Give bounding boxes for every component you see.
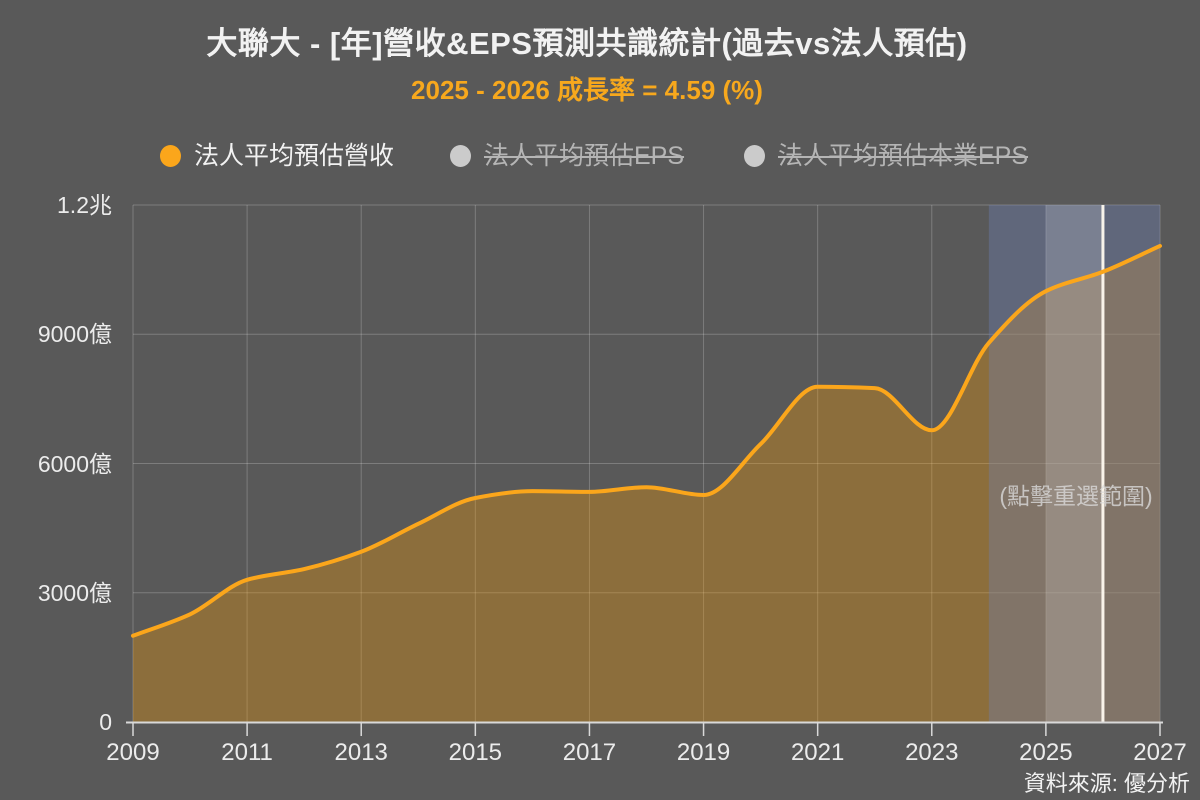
data-source-caption: 資料來源: 優分析 bbox=[1023, 771, 1190, 796]
series-line-group bbox=[131, 243, 1162, 638]
revenue-line bbox=[131, 243, 1162, 638]
legend-item-revenue[interactable]: 法人平均預估營收 bbox=[160, 142, 394, 170]
legend-label-eps: 法人平均預估EPS bbox=[484, 142, 685, 170]
y-tick-label: 6000億 bbox=[37, 450, 112, 477]
legend-item-eps[interactable]: 法人平均預估EPS bbox=[450, 142, 684, 170]
gridlines bbox=[132, 204, 1161, 722]
axes-group bbox=[126, 721, 1163, 736]
legend-dot-revenue-icon bbox=[160, 145, 181, 167]
legend-dot-eps-icon bbox=[450, 145, 471, 167]
x-tick-label: 2025 bbox=[1019, 739, 1073, 766]
x-tick-label: 2017 bbox=[562, 739, 617, 766]
x-tick-label: 2021 bbox=[790, 739, 845, 766]
x-tick-label: 2013 bbox=[334, 739, 388, 766]
reselect-range-hint[interactable]: (點擊重選範圍) bbox=[999, 483, 1153, 509]
x-tick-label: 2009 bbox=[106, 739, 160, 766]
y-tick-label: 0 bbox=[99, 709, 112, 735]
forecast-overlay-region[interactable] bbox=[988, 205, 1160, 722]
legend-label-revenue: 法人平均預估營收 bbox=[194, 142, 395, 170]
forecast-overlay-group bbox=[988, 205, 1160, 722]
y-tick-label: 3000億 bbox=[37, 579, 112, 606]
y-tick-label: 1.2兆 bbox=[57, 192, 112, 218]
x-tick-label: 2015 bbox=[448, 739, 503, 766]
x-tick-label: 2019 bbox=[676, 739, 731, 766]
x-tick-label: 2023 bbox=[905, 739, 959, 766]
legend-dot-core-eps-icon bbox=[744, 145, 765, 167]
chart-title: 大聯大 - [年]營收&EPS預測共識統計(過去vs法人預估) bbox=[206, 26, 968, 61]
chart-subtitle: 2025 - 2026 成長率 = 4.59 (%) bbox=[411, 75, 763, 105]
y-tick-label: 9000億 bbox=[37, 321, 112, 348]
revenue-area bbox=[133, 245, 1160, 722]
series-area-group bbox=[133, 245, 1160, 722]
x-tick-label: 2027 bbox=[1133, 739, 1187, 766]
selected-range-band bbox=[1045, 205, 1103, 722]
legend-label-core-eps: 法人平均預估本業EPS bbox=[778, 142, 1029, 170]
legend-item-core-eps[interactable]: 法人平均預估本業EPS bbox=[744, 142, 1028, 170]
x-tick-label: 2011 bbox=[221, 739, 273, 766]
